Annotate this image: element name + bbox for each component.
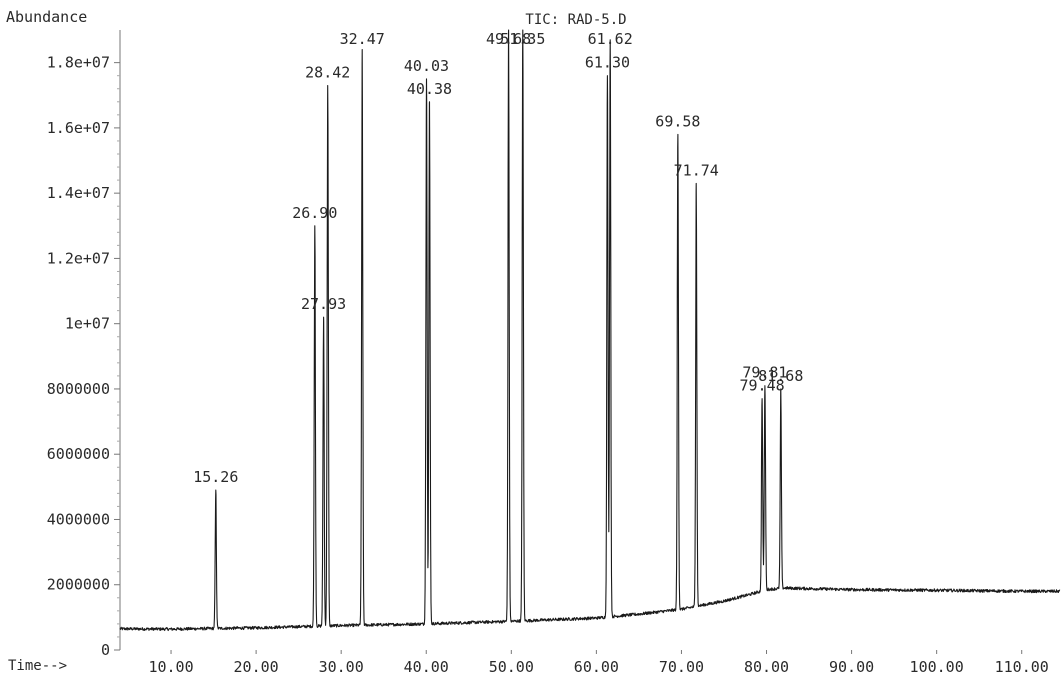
x-axis-ticks: 10.00 20.00 30.00 40.00 50.00 60.00 70.00 80.00… <box>148 650 1049 676</box>
peak-label: 61.62 <box>588 30 633 48</box>
peak-label: 28.42 <box>305 63 350 81</box>
y-tick-label: 2000000 <box>47 576 110 594</box>
y-tick-label: 1.2e+07 <box>47 249 110 267</box>
x-tick-label: 30.00 <box>319 658 364 676</box>
y-tick-label: 8000000 <box>47 380 110 398</box>
peak-labels: 15.26 26.90 27.93 28.42 32.47 40.03 40.38 49.68… <box>193 30 803 486</box>
peak-label: 40.38 <box>407 80 452 98</box>
peak-label: 71.74 <box>674 161 719 179</box>
x-tick-label: 60.00 <box>574 658 619 676</box>
y-tick-label: 1e+07 <box>65 315 110 333</box>
y-tick-label: 1.4e+07 <box>47 184 110 202</box>
y-tick-label: 1.6e+07 <box>47 119 110 137</box>
x-tick-label: 80.00 <box>744 658 789 676</box>
peak-label: 81.68 <box>758 367 803 385</box>
peak-label: 15.26 <box>193 468 238 486</box>
y-tick-label: 4000000 <box>47 510 110 528</box>
x-tick-label: 110.00 <box>995 658 1049 676</box>
x-tick-label: 100.00 <box>910 658 964 676</box>
x-tick-label: 20.00 <box>234 658 279 676</box>
peak-label: 27.93 <box>301 295 346 313</box>
peak-label: 79.48 <box>740 377 785 395</box>
chart-title: TIC: RAD-5.D <box>525 12 626 28</box>
peak-label: 32.47 <box>340 30 385 48</box>
peak-label: 26.90 <box>292 204 337 222</box>
x-axis-title: Time--> <box>8 658 67 674</box>
peak-label: 49.68 <box>486 30 531 48</box>
y-axis-title: Abundance <box>6 8 87 26</box>
peak-label: 40.03 <box>404 57 449 75</box>
x-tick-label: 90.00 <box>829 658 874 676</box>
peak-label: 51.35 <box>500 30 545 48</box>
peak-label: 69.58 <box>655 112 700 130</box>
x-tick-label: 40.00 <box>404 658 449 676</box>
peak-label: 61.30 <box>585 54 630 72</box>
y-tick-label: 0 <box>101 641 110 659</box>
y-axis-ticks: 0 2000000 4000000 6000000 8000000 1e+07 1.2e+0… <box>47 54 120 659</box>
x-tick-label: 10.00 <box>148 658 193 676</box>
y-tick-label: 1.8e+07 <box>47 54 110 72</box>
x-tick-label: 70.00 <box>659 658 704 676</box>
y-tick-label: 6000000 <box>47 445 110 463</box>
tic-trace <box>119 29 1061 632</box>
x-tick-label: 50.00 <box>489 658 534 676</box>
peak-label: 79.81 <box>742 364 787 382</box>
